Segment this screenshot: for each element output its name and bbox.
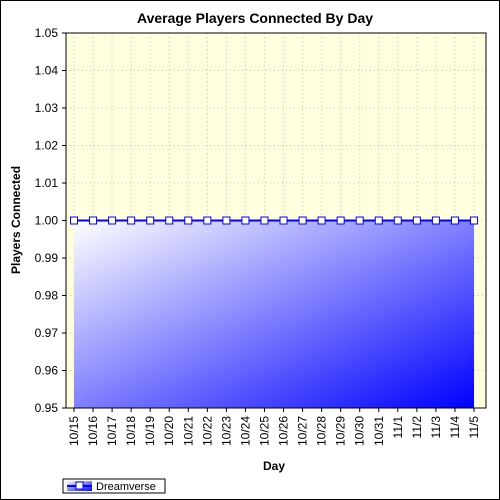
x-tick-label: 10/28	[315, 416, 329, 446]
chart-title: Average Players Connected By Day	[137, 10, 373, 26]
x-tick-label: 10/17	[105, 416, 119, 446]
y-tick-label: 0.99	[35, 251, 59, 265]
data-point	[127, 216, 136, 225]
data-point	[260, 216, 269, 225]
data-point	[412, 216, 421, 225]
data-point	[355, 216, 364, 225]
y-axis-label: Players Connected	[9, 166, 23, 274]
legend-entry-dreamverse: Dreamverse	[96, 481, 156, 493]
x-tick-label: 11/2	[410, 416, 424, 439]
x-tick-label: 11/4	[448, 416, 462, 439]
data-point	[108, 216, 117, 225]
data-point	[165, 216, 174, 225]
x-tick-label: 10/21	[181, 416, 195, 446]
x-tick-label: 10/16	[86, 416, 100, 446]
y-tick-label: 0.95	[35, 401, 59, 415]
data-point	[203, 216, 212, 225]
data-point	[450, 216, 459, 225]
data-point	[336, 216, 345, 225]
legend: Dreamverse	[62, 478, 166, 494]
data-point	[279, 216, 288, 225]
data-point	[184, 216, 193, 225]
x-tick-label: 10/23	[219, 416, 233, 446]
x-tick-label: 10/19	[143, 416, 157, 446]
y-tick-label: 1.01	[35, 176, 59, 190]
data-point	[393, 216, 402, 225]
x-tick-label: 11/3	[429, 416, 443, 439]
series-area-dreamverse	[74, 220, 474, 408]
data-point	[222, 216, 231, 225]
data-point	[317, 216, 326, 225]
legend-marker	[75, 481, 84, 490]
x-tick-label: 10/30	[353, 416, 367, 446]
data-point	[470, 216, 478, 225]
x-tick-label: 10/18	[124, 416, 138, 446]
x-tick-label: 11/5	[467, 416, 481, 439]
x-tick-label: 10/25	[257, 416, 271, 446]
y-tick-label: 1.02	[35, 139, 59, 153]
data-point	[431, 216, 440, 225]
y-tick-label: 1.00	[35, 214, 59, 228]
y-tick-label: 0.96	[35, 364, 59, 378]
data-point	[241, 216, 250, 225]
data-point	[89, 216, 98, 225]
x-axis: 10/15 10/16 10/17 10/18 10/19 10/20 10/21 10/22…	[67, 408, 481, 446]
x-tick-label: 10/27	[296, 416, 310, 446]
data-point	[298, 216, 307, 225]
x-axis-label: Day	[263, 459, 285, 473]
x-tick-label: 10/29	[334, 416, 348, 446]
x-tick-label: 10/31	[372, 416, 386, 446]
x-tick-label: 10/26	[277, 416, 291, 446]
y-tick-label: 1.03	[35, 101, 59, 115]
y-axis: 0.95 0.96 0.97 0.98 0.99 1.00 1.01 1.02 1.03 1.04…	[35, 26, 66, 415]
data-point	[146, 216, 155, 225]
x-tick-label: 10/20	[162, 416, 176, 446]
y-tick-label: 0.98	[35, 289, 59, 303]
x-tick-label: 10/22	[200, 416, 214, 446]
y-tick-label: 1.04	[35, 64, 59, 78]
y-tick-label: 1.05	[35, 26, 59, 40]
data-point	[70, 216, 78, 225]
data-point	[374, 216, 383, 225]
x-tick-label: 11/1	[391, 416, 405, 439]
y-tick-label: 0.97	[35, 326, 59, 340]
x-tick-label: 10/24	[238, 416, 252, 446]
series-points	[70, 216, 478, 225]
x-tick-label: 10/15	[67, 416, 81, 446]
